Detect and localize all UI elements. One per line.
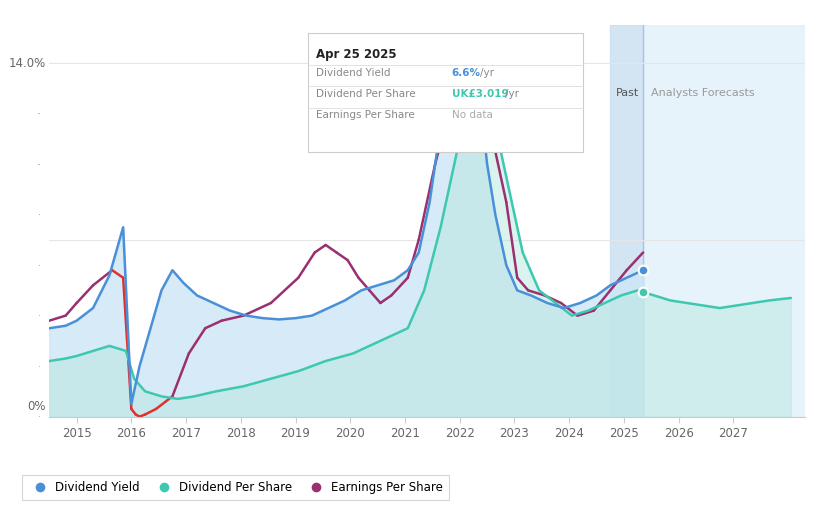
Text: /yr: /yr: [480, 68, 494, 78]
Bar: [610, 25, 643, 417]
Legend: Dividend Yield, Dividend Per Share, Earnings Per Share: Dividend Yield, Dividend Per Share, Earn…: [22, 475, 449, 499]
Text: 6.6%: 6.6%: [452, 68, 480, 78]
Text: Apr 25 2025: Apr 25 2025: [316, 48, 397, 61]
Text: 14.0%: 14.0%: [8, 57, 45, 70]
Text: UK£3.019: UK£3.019: [452, 89, 508, 99]
Bar: [643, 25, 805, 417]
Text: No data: No data: [452, 110, 493, 120]
Text: Dividend Per Share: Dividend Per Share: [316, 89, 415, 99]
Text: Dividend Yield: Dividend Yield: [316, 68, 391, 78]
Text: /yr: /yr: [505, 89, 519, 99]
Text: Analysts Forecasts: Analysts Forecasts: [651, 88, 755, 99]
Text: 0%: 0%: [27, 400, 45, 412]
Text: Past: Past: [616, 88, 639, 99]
Text: Earnings Per Share: Earnings Per Share: [316, 110, 415, 120]
